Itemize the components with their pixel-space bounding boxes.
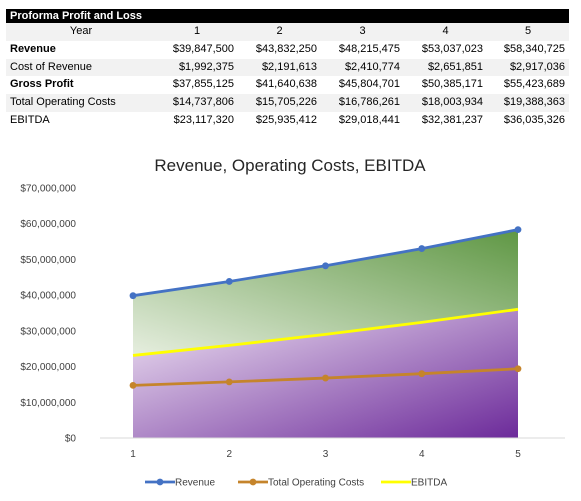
- data-point: [129, 292, 137, 300]
- y-tick-label: $60,000,000: [20, 219, 76, 230]
- row-value: $2,191,613: [238, 58, 321, 77]
- row-value: $29,018,441: [338, 113, 400, 126]
- year-header-1: 1: [156, 23, 238, 41]
- year-header-3: 3: [321, 23, 404, 41]
- y-tick-label: $40,000,000: [20, 291, 76, 302]
- legend-label: EBITDA: [411, 478, 447, 489]
- data-point: [225, 378, 233, 386]
- x-tick-label: 1: [130, 449, 136, 460]
- row-value: $19,388,363: [487, 94, 569, 112]
- row-value: $16,786,261: [321, 94, 404, 112]
- table-title: Proforma Profit and Loss: [6, 9, 569, 23]
- row-label: Cost of Revenue: [6, 58, 156, 77]
- data-point: [418, 245, 426, 252]
- y-tick-label: $0: [65, 434, 77, 445]
- y-tick-label: $10,000,000: [20, 398, 76, 409]
- area-fills: [133, 229, 518, 438]
- row-value: $53,037,023: [421, 42, 483, 55]
- row-label: EBITDA: [10, 113, 50, 126]
- series-line-2: [132, 307, 519, 357]
- row-value: $2,917,036: [487, 58, 569, 77]
- x-tick-label: 2: [226, 449, 232, 460]
- row-value: $43,832,250: [255, 42, 317, 55]
- year-header-5: 5: [487, 23, 569, 41]
- area-revenue-to-ebitda: [133, 229, 518, 356]
- row-value: $41,640,638: [255, 78, 317, 91]
- legend-marker: [249, 478, 257, 486]
- row-value: $50,385,171: [421, 78, 483, 91]
- row-value: $23,117,320: [173, 113, 234, 126]
- data-point: [418, 370, 426, 378]
- row-value: $58,340,725: [503, 42, 565, 55]
- row-label: Total Operating Costs: [6, 94, 156, 112]
- row-value: $36,035,326: [503, 113, 565, 126]
- chart-title: Revenue, Operating Costs, EBITDA: [154, 156, 426, 175]
- row-value: $2,410,774: [321, 58, 404, 77]
- legend-label: Revenue: [175, 478, 215, 489]
- data-point: [322, 374, 329, 382]
- row-value: $1,992,375: [156, 58, 238, 77]
- year-header-label: Year: [6, 23, 156, 41]
- year-header-2: 2: [238, 23, 321, 41]
- y-tick-label: $50,000,000: [20, 255, 76, 266]
- x-tick-label: 4: [419, 449, 425, 460]
- profit-loss-table: Proforma Profit and Loss Year 1 2 3 4 5 …: [6, 9, 569, 130]
- legend-label: Total Operating Costs: [268, 478, 364, 489]
- y-axis-ticks: $0 $10,000,000 $20,000,000 $30,000,000 $40,0…: [20, 184, 76, 445]
- chart-legend: Revenue Total Operating Costs EBITDA: [145, 478, 447, 489]
- data-point: [225, 278, 233, 285]
- data-point: [322, 262, 329, 270]
- data-point: [514, 226, 522, 234]
- x-axis-ticks: 1 2 3 4 5: [130, 449, 521, 460]
- row-value: $48,215,475: [338, 42, 400, 55]
- y-tick-label: $30,000,000: [20, 326, 76, 337]
- table-grid: Year 1 2 3 4 5 Revenue $39,847,500 $43,832…: [6, 23, 569, 130]
- legend-marker: [156, 478, 164, 486]
- data-point: [514, 365, 522, 373]
- year-header-4: 4: [404, 23, 487, 41]
- row-value: $2,651,851: [404, 58, 487, 77]
- row-label: Revenue: [10, 42, 56, 55]
- data-point: [129, 381, 137, 389]
- row-value: $32,381,237: [421, 113, 483, 126]
- y-tick-label: $70,000,000: [20, 184, 76, 195]
- row-value: $25,935,412: [255, 113, 317, 126]
- row-value: $37,855,125: [172, 78, 234, 91]
- area-ebitda-to-zero: [133, 309, 518, 438]
- row-value: $55,423,689: [503, 78, 565, 91]
- row-value: $45,804,701: [338, 78, 400, 91]
- revenue-costs-ebitda-chart: Revenue, Operating Costs, EBITDA $0 $10,0…: [20, 156, 565, 489]
- series-lines: [129, 226, 522, 389]
- row-label: Gross Profit: [10, 78, 74, 91]
- x-tick-label: 5: [515, 449, 521, 460]
- row-value: $14,737,806: [156, 94, 238, 112]
- x-tick-label: 3: [323, 449, 329, 460]
- y-tick-label: $20,000,000: [20, 362, 76, 373]
- row-value: $18,003,934: [404, 94, 487, 112]
- row-value: $39,847,500: [172, 42, 234, 55]
- row-value: $15,705,226: [238, 94, 321, 112]
